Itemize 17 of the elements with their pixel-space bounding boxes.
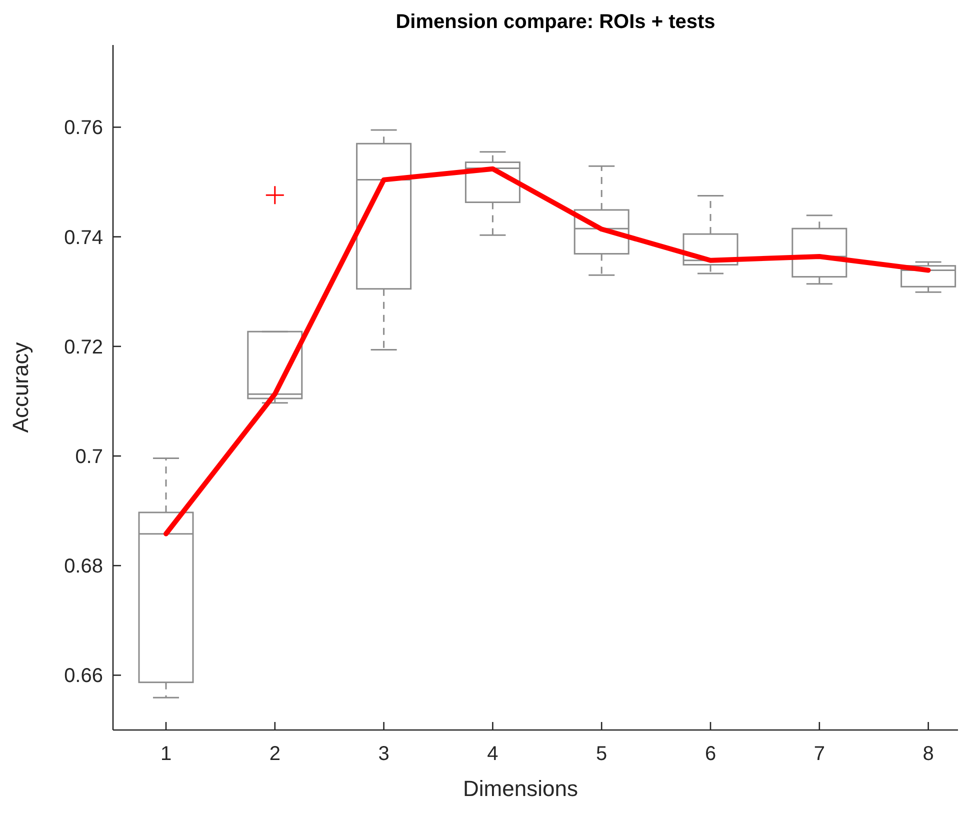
x-tick-label: 8	[922, 743, 934, 765]
y-tick-label: 0.76	[64, 117, 103, 140]
x-tick-label: 1	[160, 743, 172, 765]
y-tick-label: 0.74	[64, 226, 103, 249]
x-tick-label: 3	[378, 743, 390, 765]
chart-title: Dimension compare: ROIs + tests	[396, 11, 716, 33]
y-tick-label: 0.72	[64, 336, 103, 358]
x-axis-title: Dimensions	[463, 776, 578, 801]
x-tick-label: 6	[704, 743, 716, 765]
x-tick-label: 4	[487, 743, 498, 765]
x-tick-label: 5	[596, 743, 608, 765]
y-tick-label: 0.66	[64, 665, 103, 688]
y-tick-label: 0.7	[75, 446, 103, 468]
y-tick-label: 0.68	[64, 556, 103, 578]
x-tick-label: 7	[814, 743, 825, 765]
y-axis-title: Accuracy	[8, 342, 33, 433]
x-tick-label: 2	[269, 743, 280, 765]
